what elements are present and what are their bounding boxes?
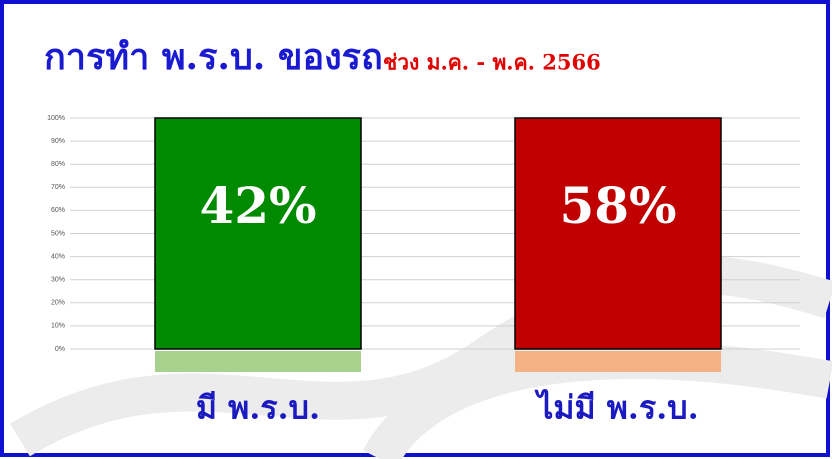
bar-annotation: 42% [199, 176, 316, 235]
y-tick-label: 30% [51, 277, 65, 284]
x-tick-label: มี พ.ร.บ. [196, 389, 320, 427]
bar [514, 117, 722, 350]
y-tick-label: 60% [51, 207, 65, 214]
y-tick-label: 80% [51, 161, 65, 168]
y-tick-label: 40% [51, 253, 65, 260]
bar-base [155, 351, 361, 372]
bar-base [515, 351, 721, 372]
x-tick-label: ไม่มี พ.ร.บ. [534, 389, 698, 427]
chart-subtitle: ช่วง ม.ค. - พ.ค. 2566 [383, 50, 601, 75]
y-tick-label: 20% [51, 300, 65, 307]
y-tick-label: 70% [51, 184, 65, 191]
y-tick-label: 10% [51, 323, 65, 330]
chart-title: การทำ พ.ร.บ. ของรถ [44, 36, 383, 78]
bar [154, 117, 362, 350]
y-tick-label: 0% [55, 346, 65, 353]
y-tick-label: 50% [51, 230, 65, 237]
y-tick-label: 90% [51, 138, 65, 145]
bar-annotation: 58% [559, 176, 676, 235]
y-tick-label: 100% [47, 115, 65, 122]
